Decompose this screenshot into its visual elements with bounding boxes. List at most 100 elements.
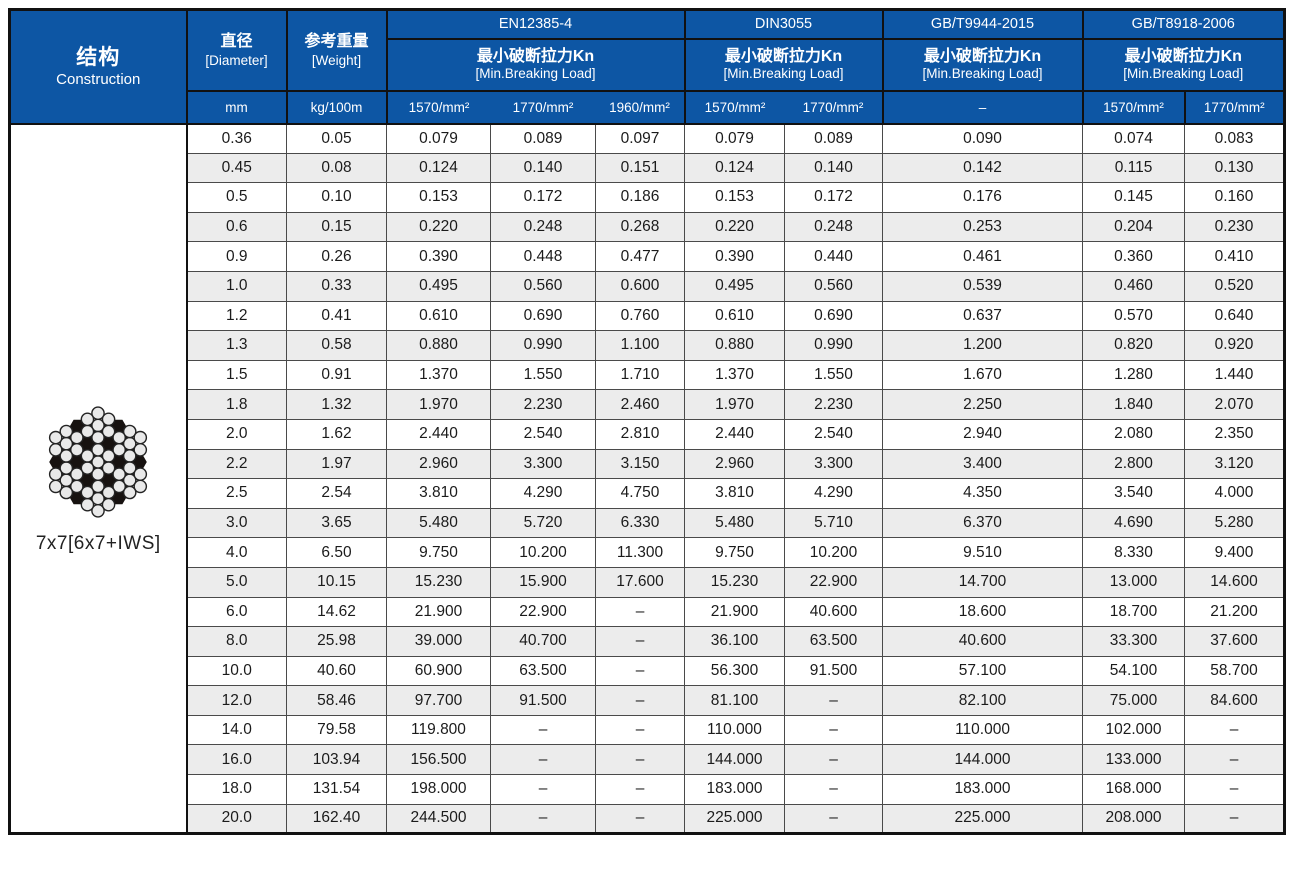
gbt8918-1770-cell: 0.520 [1184, 270, 1286, 302]
gbt8918-1770-cell: 37.600 [1184, 626, 1286, 657]
gbt8918-1770-cell: 0.160 [1184, 182, 1286, 213]
en-1770-cell: 5.720 [490, 507, 596, 539]
gbt9944-cell: 0.253 [882, 211, 1084, 243]
en-1770-cell: 4.290 [490, 478, 596, 509]
breaking-load-en: [Min.Breaking Load] [723, 65, 844, 81]
din-1570-cell: 81.100 [684, 685, 785, 716]
table-row: 2.0 1.62 2.440 2.540 2.810 2.440 2.540 2… [10, 418, 1286, 450]
diameter-cell: 12.0 [186, 685, 287, 716]
wire [112, 467, 127, 482]
unit-header-en-1770: 1770/mm² [490, 89, 597, 125]
gbt9944-cell: 2.250 [882, 389, 1084, 420]
standard-group-header-gbt9944: GB/T9944-2015 [881, 8, 1084, 40]
din-1770-cell: 10.200 [783, 537, 884, 568]
din-1570-cell: 21.900 [684, 596, 785, 628]
weight-cell: 0.33 [286, 270, 387, 302]
table-row: 2.5 2.54 3.810 4.290 4.750 3.810 4.290 4… [10, 478, 1286, 509]
en-1770-cell: 0.990 [490, 330, 596, 361]
construction-header-zh: 结构 [76, 45, 121, 69]
en-1960-cell: – [595, 803, 685, 835]
gbt9944-cell: 183.000 [882, 774, 1084, 805]
breaking-load-zh: 最小破断拉力Kn [1124, 48, 1242, 66]
din-1770-cell: 0.089 [783, 123, 884, 154]
en-1960-cell: – [595, 655, 685, 687]
wire [123, 486, 137, 500]
standard-group-header-gbt8918: GB/T8918-2006 [1081, 8, 1286, 40]
weight-cell: 0.05 [286, 123, 387, 154]
din-1570-cell: 1.370 [684, 359, 785, 391]
weight-header-en: [Weight] [311, 52, 362, 68]
weight-cell: 2.54 [286, 478, 387, 509]
construction-header-en: Construction [56, 70, 141, 88]
diameter-header: 直径 [Diameter] [185, 8, 288, 92]
diameter-cell: 4.0 [186, 537, 287, 568]
diameter-cell: 0.6 [186, 211, 287, 243]
wire [91, 431, 106, 445]
diameter-header-zh: 直径 [220, 33, 253, 51]
breaking-load-zh: 最小破断拉力Kn [476, 48, 595, 66]
standard-group-header-din3055: DIN3055 [683, 8, 884, 40]
weight-cell: 6.50 [286, 537, 387, 568]
wire [133, 479, 148, 494]
weight-cell: 10.15 [286, 566, 387, 598]
wire [91, 406, 106, 421]
wire [91, 479, 106, 494]
gbt8918-1770-cell: – [1184, 714, 1286, 746]
wire [102, 498, 116, 512]
din-1570-cell: 1.970 [684, 389, 785, 420]
en-1770-cell: – [490, 774, 596, 805]
diameter-cell: 6.0 [186, 596, 287, 628]
weight-cell: 0.58 [286, 330, 387, 361]
en-1570-cell: 21.900 [386, 596, 491, 628]
gbt8918-1570-cell: 133.000 [1082, 744, 1186, 776]
diameter-cell: 8.0 [186, 626, 287, 657]
weight-cell: 0.08 [286, 152, 387, 184]
table-row: 6.0 14.62 21.900 22.900 – 21.900 40.600 … [10, 596, 1286, 628]
din-1570-cell: 0.079 [684, 123, 785, 154]
diameter-cell: 1.5 [186, 359, 287, 391]
en-1570-cell: 0.220 [386, 211, 491, 243]
weight-cell: 1.62 [286, 418, 387, 450]
en-1770-cell: 0.248 [490, 211, 596, 243]
wire-rope-cross-section [49, 406, 148, 518]
table-row: 12.0 58.46 97.700 91.500 – 81.100 – 82.1… [10, 685, 1286, 716]
gbt8918-1570-cell: 0.460 [1082, 270, 1186, 302]
table-header: 结构 Construction 直径 [Diameter] 参考重量 [Weig… [8, 8, 1286, 125]
wire [80, 498, 95, 512]
din-1570-cell: 5.480 [684, 507, 785, 539]
din-1570-cell: 15.230 [684, 566, 785, 598]
weight-cell: 1.97 [286, 448, 387, 480]
en-1960-cell: 0.760 [595, 300, 685, 332]
gbt8918-1770-cell: 2.070 [1184, 389, 1286, 420]
unit-header-din-1770: 1770/mm² [784, 89, 884, 125]
table-row: 5.0 10.15 15.230 15.900 17.600 15.230 22… [10, 566, 1286, 598]
wire [70, 467, 84, 482]
din-1770-cell: 0.990 [783, 330, 884, 361]
en-1960-cell: 4.750 [595, 478, 685, 509]
din-1570-cell: 144.000 [684, 744, 785, 776]
gbt8918-1570-cell: 13.000 [1082, 566, 1186, 598]
en-1960-cell: 0.186 [595, 182, 685, 213]
gbt9944-cell: 0.461 [882, 241, 1084, 272]
din-1770-cell: 22.900 [783, 566, 884, 598]
gbt9944-cell: 144.000 [882, 744, 1084, 776]
din-1770-cell: – [783, 774, 884, 805]
din-1570-cell: 225.000 [684, 803, 785, 835]
table-row: 1.0 0.33 0.495 0.560 0.600 0.495 0.560 0… [10, 270, 1286, 302]
en-1770-cell: 1.550 [490, 359, 596, 391]
table-row: 1.2 0.41 0.610 0.690 0.760 0.610 0.690 0… [10, 300, 1286, 332]
wire [102, 425, 116, 439]
din-1570-cell: 0.220 [684, 211, 785, 243]
en-1960-cell: 17.600 [595, 566, 685, 598]
en-1770-cell: 2.540 [490, 418, 596, 450]
din-1570-cell: 36.100 [684, 626, 785, 657]
diameter-cell: 20.0 [186, 803, 287, 835]
en-1960-cell: – [595, 626, 685, 657]
wire [49, 479, 63, 494]
diameter-cell: 0.9 [186, 241, 287, 272]
gbt9944-cell: 57.100 [882, 655, 1084, 687]
din-1770-cell: 0.690 [783, 300, 884, 332]
diameter-cell: 1.8 [186, 389, 287, 420]
header-row-units: mm kg/100m 1570/mm² 1770/mm² 1960/mm² 15… [10, 89, 1286, 125]
din-1770-cell: – [783, 744, 884, 776]
